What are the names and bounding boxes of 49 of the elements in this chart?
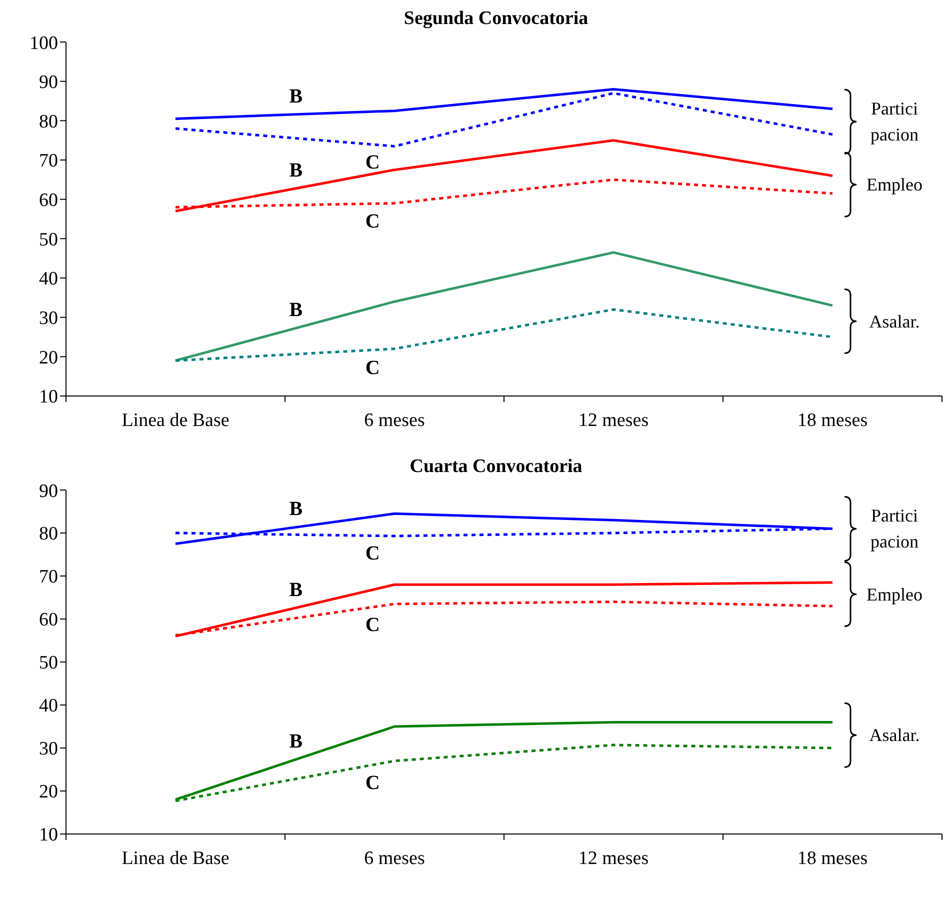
series-label: B bbox=[289, 299, 303, 322]
series-label: C bbox=[365, 542, 380, 565]
annotation: Empleo bbox=[866, 174, 922, 195]
x-tick-label: 6 meses bbox=[364, 848, 425, 869]
series-label: B bbox=[289, 85, 303, 108]
series-label: B bbox=[289, 578, 303, 601]
annotation: Partici pacion bbox=[870, 506, 918, 552]
y-tick-label: 30 bbox=[39, 738, 58, 760]
y-tick-label: 10 bbox=[39, 386, 58, 408]
y-tick-label: 20 bbox=[39, 347, 58, 368]
annotation: Partici pacion bbox=[870, 98, 918, 145]
y-tick-label: 60 bbox=[39, 610, 58, 631]
series-label: C bbox=[365, 151, 380, 174]
y-tick-label: 50 bbox=[39, 652, 58, 674]
chart-title: Cuarta Convocatoria bbox=[408, 456, 584, 479]
y-tick-label: 30 bbox=[39, 308, 58, 330]
annotation: Asalar. bbox=[869, 311, 920, 332]
chart-title: Segunda Convocatoria bbox=[402, 8, 590, 31]
y-tick-label: 90 bbox=[39, 480, 58, 502]
series-label: B bbox=[289, 730, 303, 752]
line-series bbox=[174, 139, 834, 212]
y-tick-label: 100 bbox=[30, 32, 58, 54]
series-label: C bbox=[365, 356, 380, 379]
annotation: Asalar. bbox=[869, 725, 920, 746]
x-tick-label: 18 meses bbox=[797, 848, 868, 869]
series-label: C bbox=[365, 772, 380, 794]
y-tick-label: 60 bbox=[39, 190, 58, 212]
series-label: C bbox=[365, 614, 380, 636]
x-tick-label: Linea de Base bbox=[122, 848, 230, 869]
y-tick-label: 20 bbox=[39, 782, 58, 803]
x-tick-label: 12 meses bbox=[578, 410, 649, 431]
y-tick-label: 70 bbox=[39, 566, 58, 588]
x-tick-label: 6 meses bbox=[364, 410, 425, 431]
x-tick-label: 18 meses bbox=[797, 410, 868, 431]
y-tick-label: 50 bbox=[39, 229, 58, 250]
x-tick-label: 12 meses bbox=[578, 848, 649, 869]
line-series bbox=[174, 251, 834, 362]
annotation: Empleo bbox=[866, 584, 922, 604]
y-tick-label: 40 bbox=[39, 268, 58, 290]
series-label: B bbox=[289, 159, 303, 182]
y-tick-label: 10 bbox=[39, 824, 58, 846]
y-tick-label: 80 bbox=[39, 111, 58, 132]
y-tick-label: 80 bbox=[39, 524, 58, 545]
y-tick-label: 70 bbox=[39, 150, 58, 172]
series-label: C bbox=[365, 210, 380, 233]
x-tick-label: Linea de Base bbox=[122, 410, 230, 431]
y-tick-label: 90 bbox=[39, 72, 58, 94]
y-tick-label: 40 bbox=[39, 696, 58, 717]
series-label: B bbox=[289, 498, 303, 520]
